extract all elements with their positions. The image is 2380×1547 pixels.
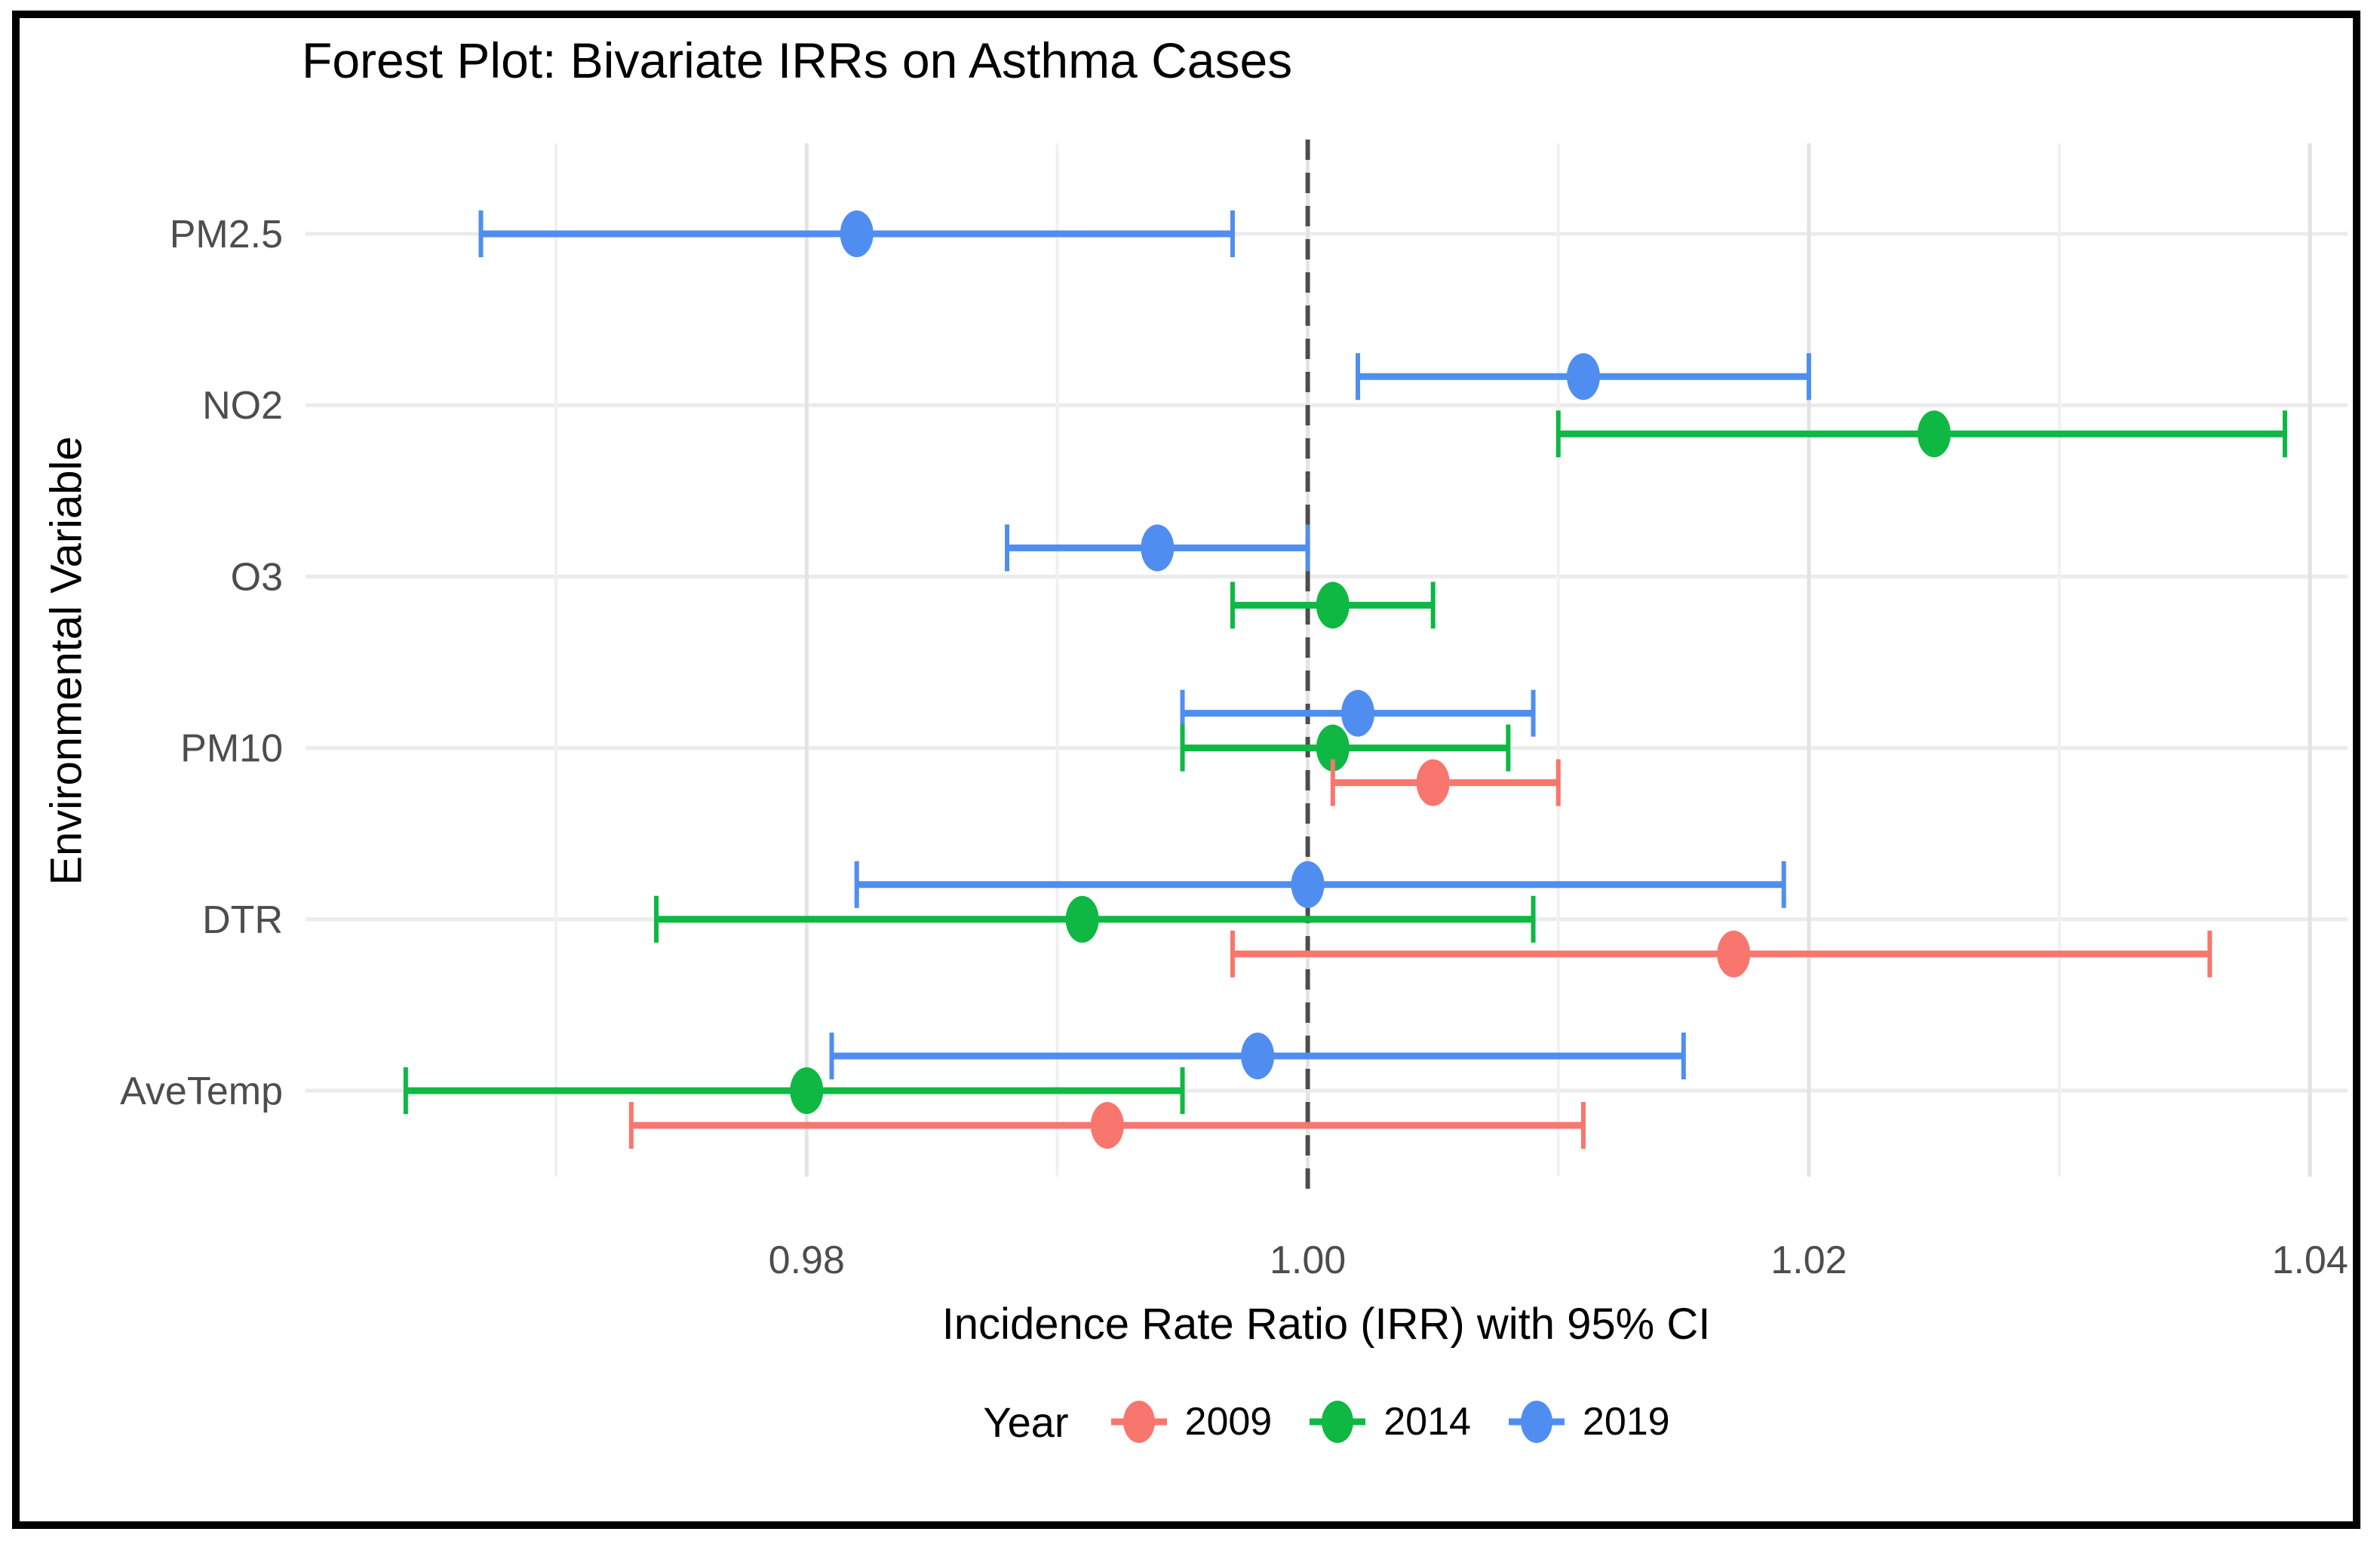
- estimate-DTR-2009: [1230, 930, 2213, 978]
- estimate-PM10-2014: [1180, 724, 1511, 772]
- legend-item-2019: 2019: [1504, 1394, 1670, 1450]
- legend-item-2014: 2014: [1305, 1394, 1471, 1450]
- legend-marker-icon: [1110, 1401, 1167, 1443]
- y-category-label: AveTemp: [120, 1070, 283, 1113]
- legend-title: Year: [983, 1398, 1069, 1446]
- y-category-label: O3: [231, 555, 283, 599]
- legend-item-2009: 2009: [1107, 1394, 1273, 1450]
- y-category-label: DTR: [202, 898, 283, 942]
- legend: Year 2009 2014 2019: [306, 1394, 2348, 1450]
- estimate-NO2-2019: [1356, 353, 1811, 401]
- estimate-PM10-2009: [1330, 759, 1561, 806]
- legend-label: 2019: [1582, 1400, 1670, 1444]
- legend-label: 2014: [1383, 1400, 1471, 1444]
- y-category-label: PM2.5: [170, 213, 283, 256]
- y-category-label: NO2: [202, 384, 283, 428]
- x-tick-label: 1.02: [1770, 1239, 1847, 1282]
- x-tick-label: 0.98: [769, 1239, 845, 1282]
- x-axis-title: Incidence Rate Ratio (IRR) with 95% CI: [941, 1300, 1711, 1349]
- figure-border: [12, 11, 2360, 1529]
- estimate-DTR-2019: [854, 861, 1786, 908]
- estimate-O3-2019: [1005, 524, 1310, 572]
- estimate-NO2-2014: [1555, 410, 2287, 458]
- chart-title: Forest Plot: Bivariate IRRs on Asthma Ca…: [302, 32, 1293, 88]
- estimate-AveTemp-2019: [829, 1033, 1686, 1079]
- estimate-O3-2014: [1230, 582, 1436, 629]
- legend-marker-icon: [1508, 1401, 1565, 1443]
- estimate-PM10-2019: [1180, 689, 1536, 737]
- estimate-PM2.5-2019: [478, 210, 1235, 257]
- x-tick-label: 1.04: [2272, 1239, 2348, 1282]
- estimate-AveTemp-2009: [628, 1102, 1586, 1149]
- estimate-DTR-2014: [654, 895, 1536, 943]
- x-tick-label: 1.00: [1270, 1239, 1346, 1282]
- legend-label: 2009: [1184, 1400, 1273, 1444]
- estimate-AveTemp-2014: [403, 1067, 1185, 1114]
- legend-marker-icon: [1310, 1401, 1366, 1443]
- y-category-label: PM10: [180, 727, 283, 771]
